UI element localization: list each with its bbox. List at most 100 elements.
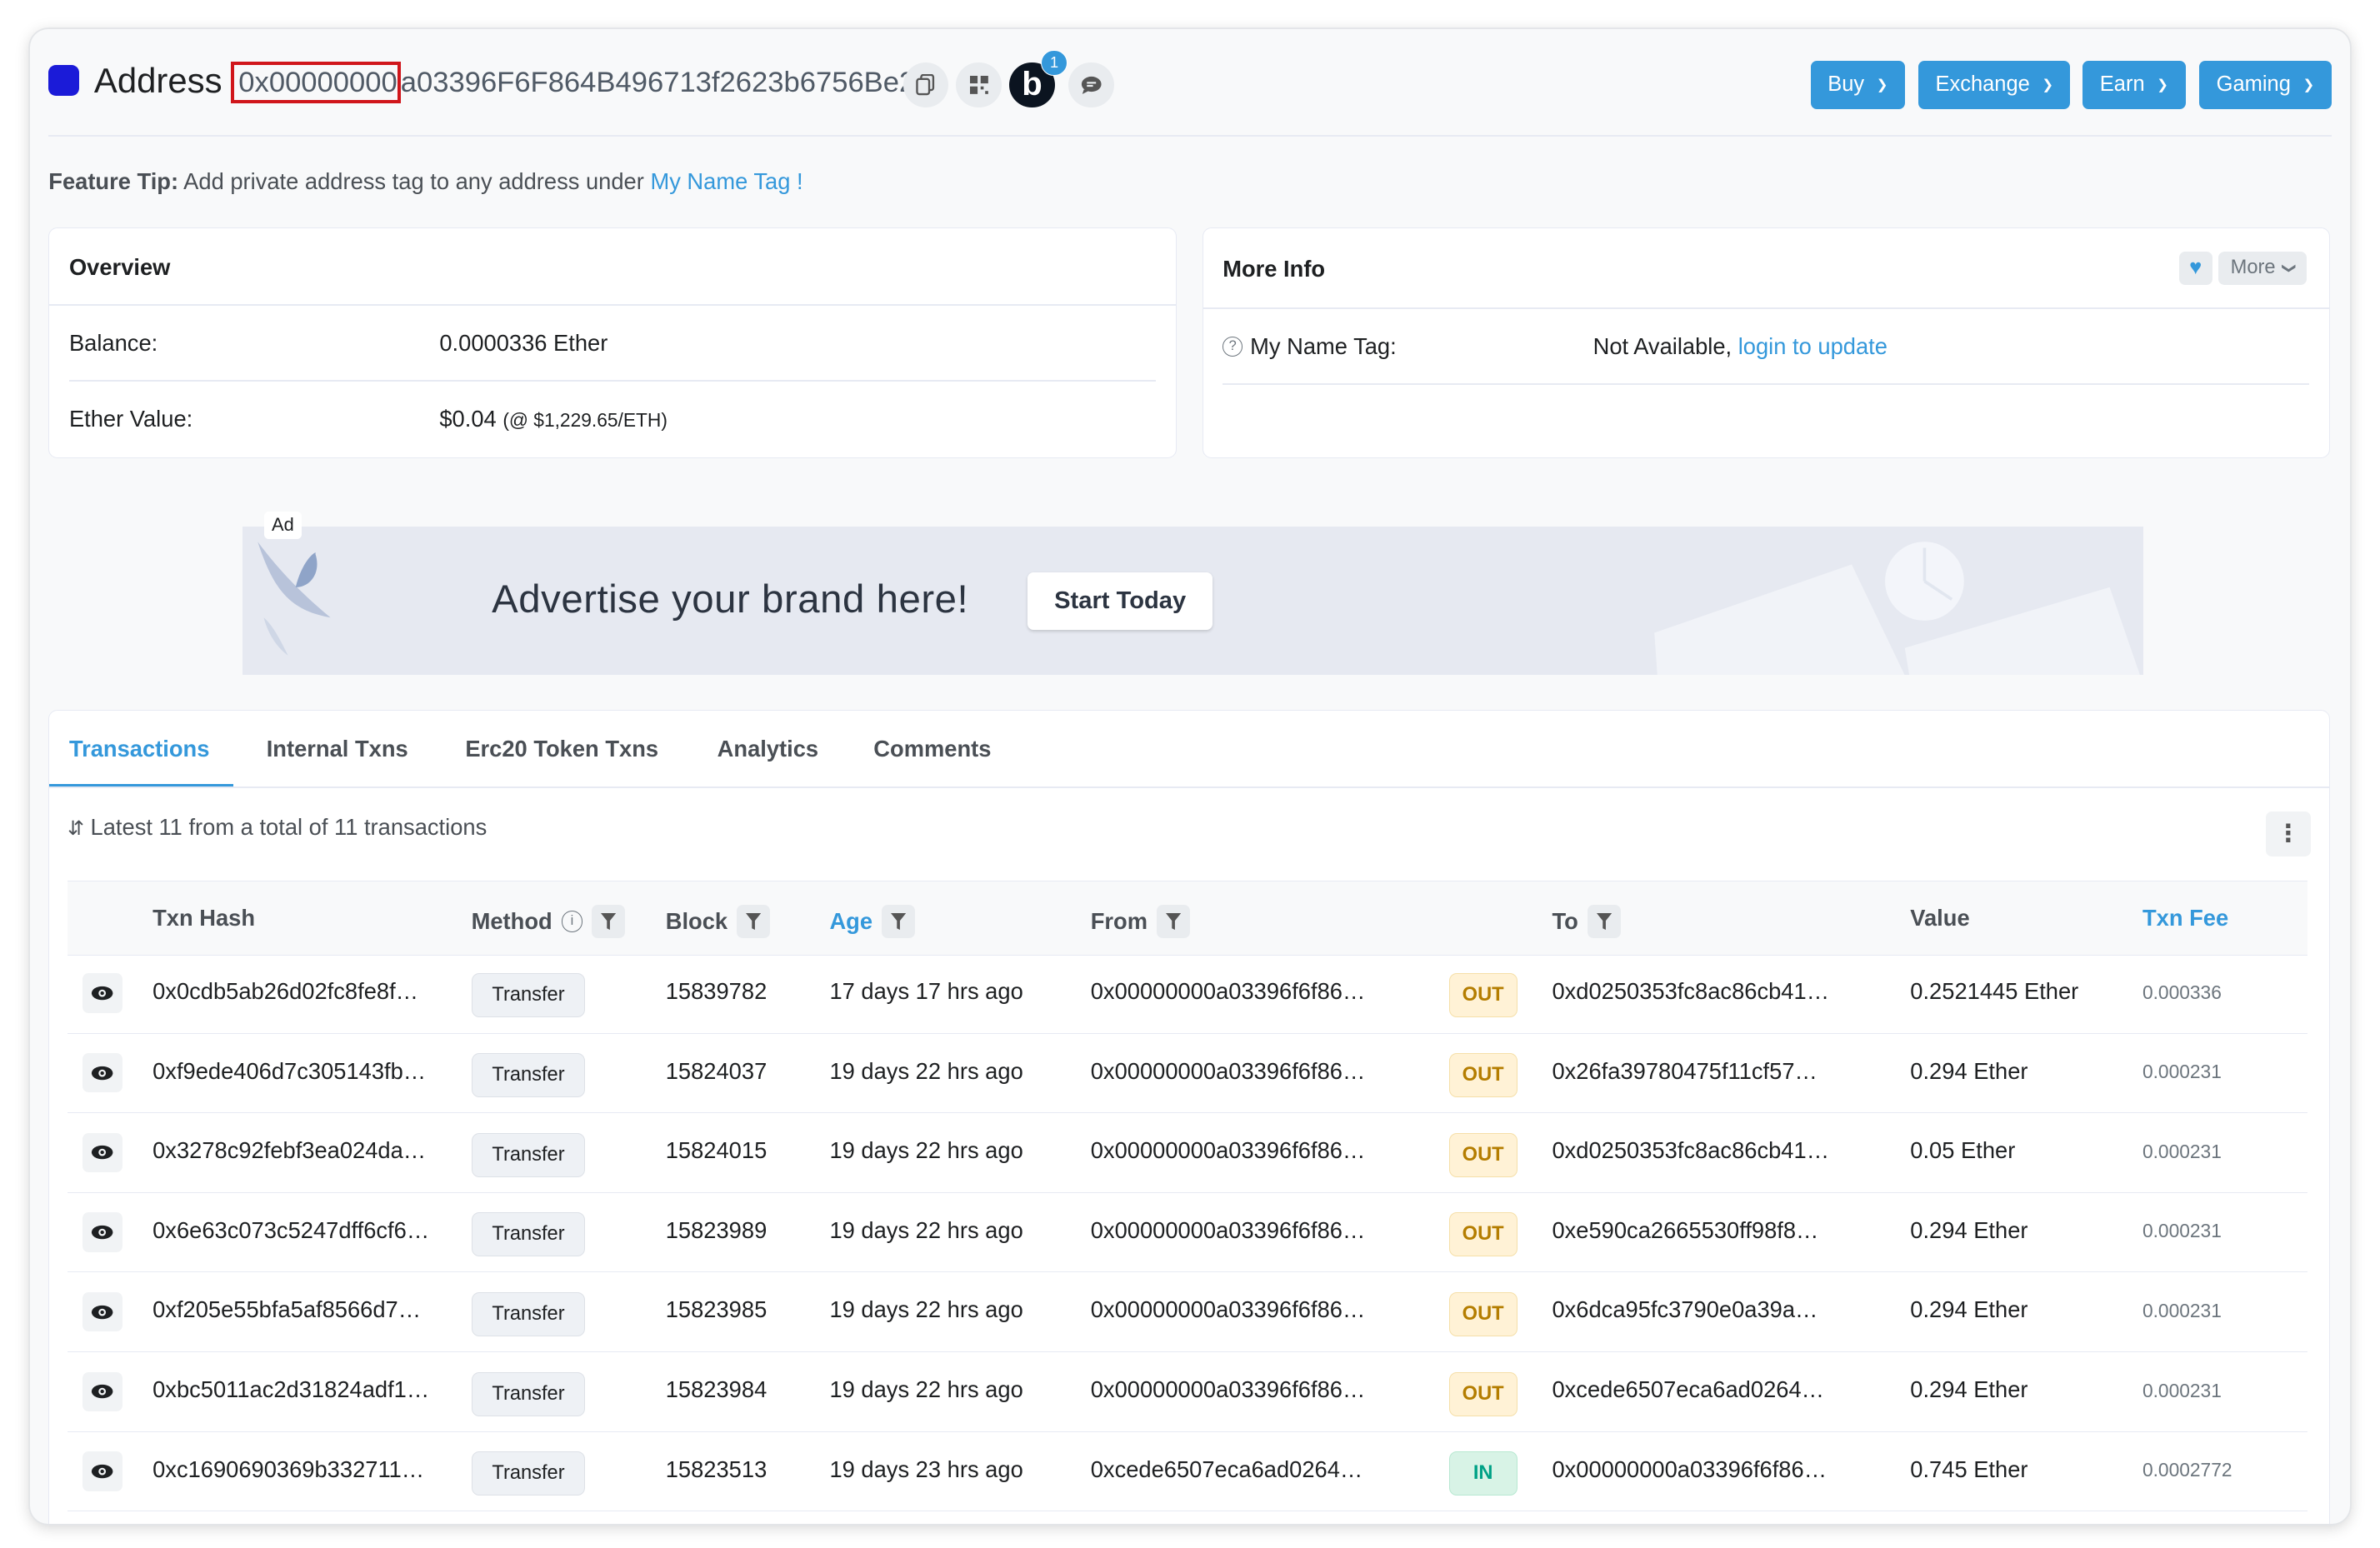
copy-icon[interactable] bbox=[902, 62, 949, 108]
block-link[interactable]: 15839782 bbox=[665, 977, 768, 1004]
value-amount: 0.294 Ether bbox=[1910, 1296, 2028, 1323]
earn-button-label: Earn bbox=[2099, 72, 2145, 97]
chevron-down-icon: ❯ bbox=[1876, 77, 1888, 92]
table-row: 0xbc5011ac2d31824adf1… Transfer 15823984 19… bbox=[68, 1352, 2308, 1432]
to-address[interactable]: 0x26fa39780475f11cf57… bbox=[1552, 1057, 1818, 1084]
eye-icon[interactable] bbox=[82, 1291, 122, 1332]
block-link[interactable]: 15824037 bbox=[665, 1057, 768, 1084]
exchange-button[interactable]: Exchange ❯ bbox=[1918, 60, 2071, 110]
feature-tip: Feature Tip: Add private address tag to … bbox=[48, 168, 802, 195]
eye-icon[interactable] bbox=[82, 973, 122, 1013]
login-to-update-link[interactable]: login to update bbox=[1738, 332, 1888, 359]
ether-value-label: Ether Value: bbox=[68, 406, 193, 432]
chevron-down-icon: ❯ bbox=[2157, 77, 2168, 92]
txn-hash-link[interactable]: 0x3278c92febf3ea024da… bbox=[152, 1137, 427, 1164]
filter-icon[interactable] bbox=[1587, 904, 1621, 938]
blockscan-chat-icon[interactable]: b bbox=[1009, 62, 1055, 108]
col-age[interactable]: Age bbox=[829, 904, 916, 938]
from-address: 0x00000000a03396f6f86… bbox=[1090, 1216, 1366, 1243]
transactions-summary: ⇵ Latest 11 from a total of 11 transacti… bbox=[68, 814, 487, 841]
more-options-icon[interactable]: ⋮ bbox=[2265, 811, 2312, 857]
tab-internal-txns[interactable]: Internal Txns bbox=[266, 735, 408, 762]
txn-hash-link[interactable]: 0xc1690690369b332711… bbox=[152, 1456, 425, 1482]
browser-window: Address 0x00000000 a03396F6F864B496713f26… bbox=[30, 28, 2350, 1524]
ether-rate: (@ $1,229.65/ETH) bbox=[502, 409, 668, 432]
method-badge: Transfer bbox=[471, 1451, 586, 1496]
direction-badge: OUT bbox=[1448, 1371, 1518, 1416]
eye-icon[interactable] bbox=[82, 1371, 122, 1411]
col-txn-fee-label: Txn Fee bbox=[2142, 904, 2229, 931]
eye-icon[interactable] bbox=[82, 1212, 122, 1252]
name-tag-label-row: ? My Name Tag: bbox=[1222, 333, 1397, 360]
to-address[interactable]: 0xcede6507eca6ad0264… bbox=[1552, 1376, 1824, 1403]
filter-icon[interactable] bbox=[737, 904, 771, 938]
to-address[interactable]: 0x6dca95fc3790e0a39a… bbox=[1552, 1296, 1818, 1323]
feature-tip-label: Feature Tip: bbox=[48, 168, 179, 195]
txn-fee-value: 0.000231 bbox=[2142, 1300, 2222, 1322]
transactions-card: Transactions Internal Txns Erc20 Token T… bbox=[48, 710, 2330, 1524]
filter-icon[interactable] bbox=[592, 904, 626, 938]
my-name-tag-link[interactable]: My Name Tag ! bbox=[650, 168, 803, 195]
method-badge: Transfer bbox=[471, 1053, 586, 1098]
txn-hash-link[interactable]: 0xf205e55bfa5af8566d7… bbox=[152, 1296, 422, 1323]
overview-card: Overview Balance: 0.0000336 Ether Ether … bbox=[48, 227, 1177, 459]
ether-value-amount: $0.04 bbox=[439, 406, 497, 432]
tab-analytics[interactable]: Analytics bbox=[717, 735, 819, 762]
col-to-label: To bbox=[1552, 907, 1578, 934]
from-address: 0x00000000a03396f6f86… bbox=[1090, 1137, 1366, 1164]
txn-hash-link[interactable]: 0x6e63c073c5247dff6cf6… bbox=[152, 1216, 430, 1243]
tab-comments[interactable]: Comments bbox=[873, 735, 992, 762]
chevron-down-icon: ❯ bbox=[2042, 77, 2054, 92]
chevron-down-icon: ❯ bbox=[2302, 77, 2315, 92]
info-icon[interactable]: i bbox=[561, 910, 583, 932]
start-today-button[interactable]: Start Today bbox=[1028, 572, 1213, 630]
from-address: 0x00000000a03396f6f86… bbox=[1090, 977, 1366, 1004]
block-link[interactable]: 15823513 bbox=[665, 1456, 768, 1482]
value-amount: 0.05 Ether bbox=[1910, 1137, 2016, 1164]
name-tag-label: My Name Tag: bbox=[1250, 332, 1397, 359]
exchange-button-label: Exchange bbox=[1935, 72, 2030, 97]
eye-icon[interactable] bbox=[82, 1451, 122, 1491]
block-link[interactable]: 15823989 bbox=[665, 1216, 768, 1243]
col-value: Value bbox=[1910, 905, 1969, 931]
col-txn-hash-label: Txn Hash bbox=[152, 904, 256, 931]
to-address[interactable]: 0xd0250353fc8ac86cb41… bbox=[1552, 977, 1830, 1004]
site-logo-icon[interactable] bbox=[48, 65, 79, 96]
ad-banner[interactable]: Advertise your brand here! Start Today bbox=[242, 527, 2143, 676]
balance-label: Balance: bbox=[68, 330, 158, 357]
favorite-heart-icon[interactable]: ♥ bbox=[2178, 251, 2212, 285]
txn-fee-value: 0.000231 bbox=[2142, 1379, 2222, 1401]
eye-icon[interactable] bbox=[82, 1132, 122, 1173]
address-highlight: 0x00000000 bbox=[230, 62, 401, 103]
block-link[interactable]: 15823984 bbox=[665, 1376, 768, 1403]
comment-icon[interactable] bbox=[1068, 62, 1114, 108]
earn-button[interactable]: Earn ❯ bbox=[2082, 60, 2186, 110]
qr-code-icon[interactable] bbox=[956, 62, 1002, 108]
direction-badge: OUT bbox=[1448, 1212, 1518, 1257]
gaming-button[interactable]: Gaming ❯ bbox=[2199, 60, 2332, 110]
to-address[interactable]: 0xd0250353fc8ac86cb41… bbox=[1552, 1137, 1830, 1164]
more-info-card: More Info ♥ More ❯ ? My Name Tag: Not Av… bbox=[1202, 227, 2330, 459]
tab-erc20-token-txns[interactable]: Erc20 Token Txns bbox=[465, 735, 659, 762]
col-txn-fee[interactable]: Txn Fee bbox=[2142, 905, 2228, 931]
more-button-label: More bbox=[2230, 257, 2276, 279]
txn-hash-link[interactable]: 0xbc5011ac2d31824adf1… bbox=[152, 1376, 430, 1403]
txn-hash-link[interactable]: 0x0cdb5ab26d02fc8fe8f… bbox=[152, 977, 418, 1004]
txn-fee-value: 0.0002772 bbox=[2142, 1459, 2232, 1481]
block-link[interactable]: 15823985 bbox=[665, 1296, 768, 1323]
filter-icon[interactable] bbox=[881, 904, 916, 938]
col-from: From bbox=[1091, 904, 1190, 938]
to-address[interactable]: 0xe590ca2665530ff98f8… bbox=[1552, 1216, 1819, 1243]
more-dropdown-button[interactable]: More ❯ bbox=[2218, 251, 2307, 285]
from-address[interactable]: 0xcede6507eca6ad0264… bbox=[1090, 1456, 1363, 1482]
ad-headline: Advertise your brand here! bbox=[492, 577, 969, 622]
tab-transactions[interactable]: Transactions bbox=[68, 735, 210, 762]
block-link[interactable]: 15824015 bbox=[665, 1137, 768, 1164]
eye-icon[interactable] bbox=[82, 1053, 122, 1093]
table-header: Txn Hash Method i Block Age From bbox=[68, 881, 2308, 956]
method-badge: Transfer bbox=[471, 973, 586, 1018]
txn-hash-link[interactable]: 0xf9ede406d7c305143fb… bbox=[152, 1057, 427, 1084]
age-value: 19 days 23 hrs ago bbox=[829, 1456, 1023, 1482]
buy-button[interactable]: Buy ❯ bbox=[1810, 60, 1905, 110]
filter-icon[interactable] bbox=[1156, 904, 1190, 938]
